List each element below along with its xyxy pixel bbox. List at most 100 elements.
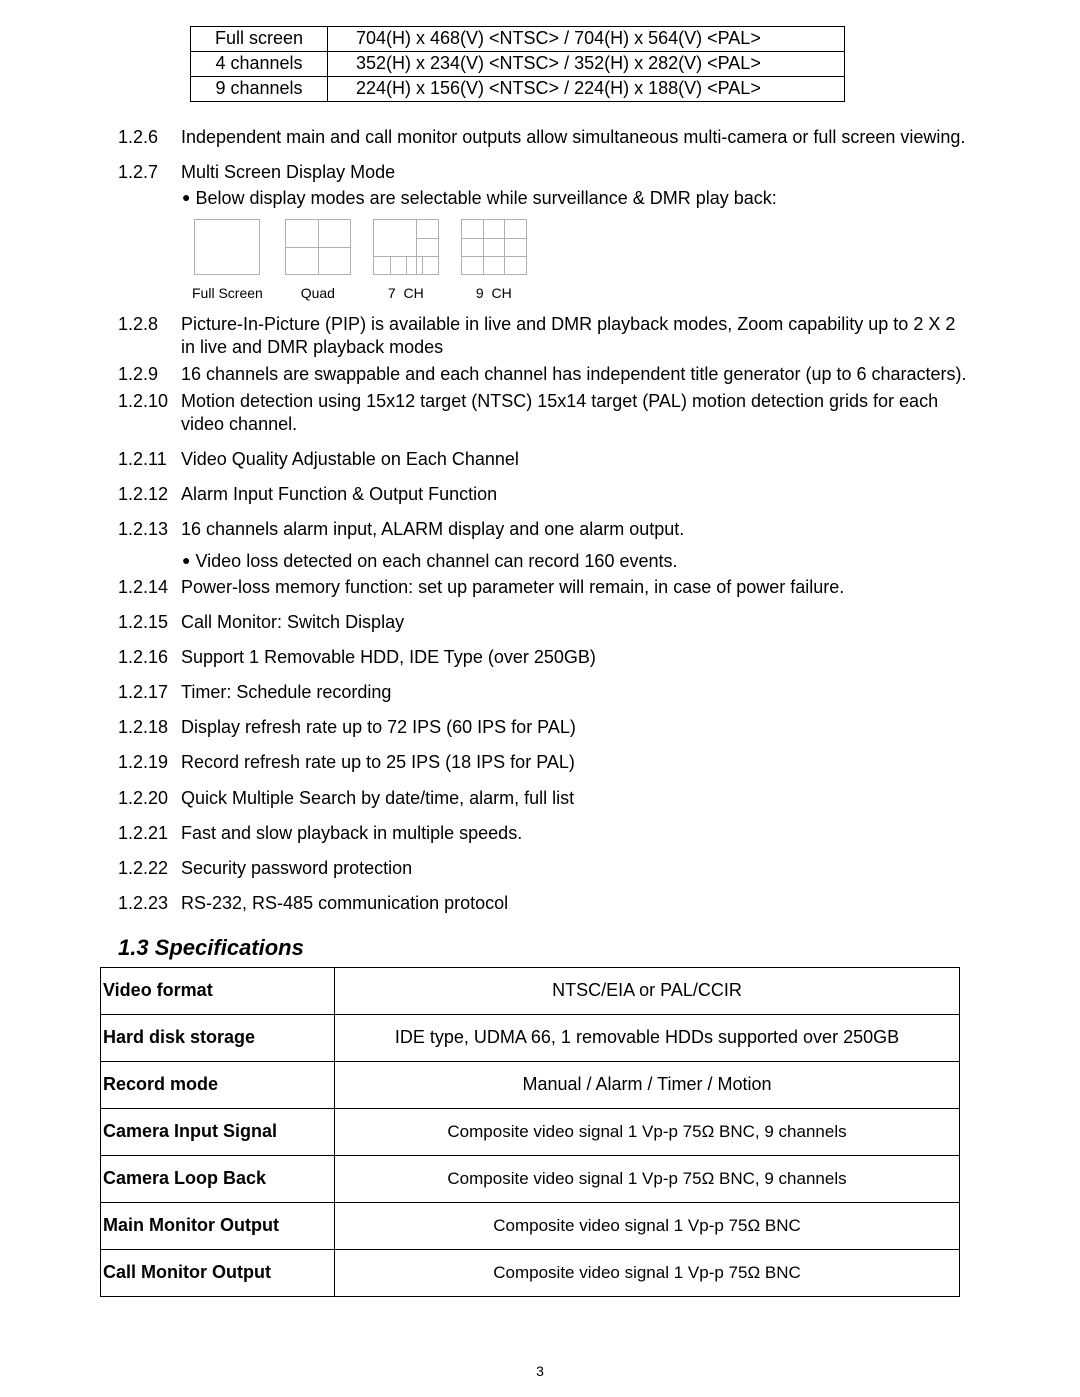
feature-number: 1.2.21 (118, 822, 176, 845)
feature-1-2-22: 1.2.22 Security password protection (118, 857, 980, 880)
feature-1-2-10: 1.2.10 Motion detection using 15x12 targ… (118, 390, 980, 436)
mode-full-screen: Full Screen (192, 219, 263, 301)
feature-text: 16 channels alarm input, ALARM display a… (181, 518, 971, 541)
feature-number: 1.2.6 (118, 126, 176, 149)
mode-label: 7 CH (388, 285, 424, 301)
feature-1-2-13: 1.2.13 16 channels alarm input, ALARM di… (118, 518, 980, 541)
table-row: Call Monitor Output Composite video sign… (101, 1249, 960, 1296)
feature-1-2-20: 1.2.20 Quick Multiple Search by date/tim… (118, 787, 980, 810)
feature-text: Power-loss memory function: set up param… (181, 576, 971, 599)
cell-mode: 9 channels (191, 77, 328, 102)
table-row: 9 channels 224(H) x 156(V) <NTSC> / 224(… (191, 77, 845, 102)
table-row: Video format NTSC/EIA or PAL/CCIR (101, 967, 960, 1014)
resolution-table: Full screen 704(H) x 468(V) <NTSC> / 704… (190, 26, 845, 102)
feature-text: Multi Screen Display Mode (181, 161, 971, 184)
table-row: Main Monitor Output Composite video sign… (101, 1202, 960, 1249)
mode-box-7ch (373, 219, 439, 275)
feature-text: RS-232, RS-485 communication protocol (181, 892, 971, 915)
feature-text: Motion detection using 15x12 target (NTS… (181, 390, 971, 436)
mode-7ch: 7 CH (373, 219, 439, 301)
spec-value: IDE type, UDMA 66, 1 removable HDDs supp… (335, 1014, 960, 1061)
feature-1-2-16: 1.2.16 Support 1 Removable HDD, IDE Type… (118, 646, 980, 669)
feature-1-2-19: 1.2.19 Record refresh rate up to 25 IPS … (118, 751, 980, 774)
feature-text: Support 1 Removable HDD, IDE Type (over … (181, 646, 971, 669)
feature-number: 1.2.19 (118, 751, 176, 774)
feature-text: Security password protection (181, 857, 971, 880)
feature-1-2-17: 1.2.17 Timer: Schedule recording (118, 681, 980, 704)
bullet-text: Video loss detected on each channel can … (195, 551, 677, 571)
spec-key: Main Monitor Output (101, 1202, 335, 1249)
table-row: 4 channels 352(H) x 234(V) <NTSC> / 352(… (191, 52, 845, 77)
spec-value: Composite video signal 1 Vp-p 75Ω BNC (335, 1249, 960, 1296)
feature-number: 1.2.22 (118, 857, 176, 880)
feature-number: 1.2.23 (118, 892, 176, 915)
spec-value: Composite video signal 1 Vp-p 75Ω BNC (335, 1202, 960, 1249)
spec-value: Manual / Alarm / Timer / Motion (335, 1061, 960, 1108)
feature-number: 1.2.7 (118, 161, 176, 184)
mode-label: Full Screen (192, 285, 263, 301)
feature-number: 1.2.8 (118, 313, 176, 336)
spec-value: Composite video signal 1 Vp-p 75Ω BNC, 9… (335, 1108, 960, 1155)
feature-1-2-8: 1.2.8 Picture-In-Picture (PIP) is availa… (118, 313, 980, 359)
spec-key: Camera Loop Back (101, 1155, 335, 1202)
feature-text: Call Monitor: Switch Display (181, 611, 971, 634)
feature-bullet: ● Below display modes are selectable whi… (182, 188, 980, 209)
feature-1-2-11: 1.2.11 Video Quality Adjustable on Each … (118, 448, 980, 471)
cell-mode: Full screen (191, 27, 328, 52)
mode-9ch: 9 CH (461, 219, 527, 301)
feature-text: Picture-In-Picture (PIP) is available in… (181, 313, 971, 359)
feature-text: Display refresh rate up to 72 IPS (60 IP… (181, 716, 971, 739)
feature-1-2-23: 1.2.23 RS-232, RS-485 communication prot… (118, 892, 980, 915)
feature-number: 1.2.12 (118, 483, 176, 506)
cell-value: 704(H) x 468(V) <NTSC> / 704(H) x 564(V)… (328, 27, 845, 52)
feature-1-2-12: 1.2.12 Alarm Input Function & Output Fun… (118, 483, 980, 506)
feature-1-2-14: 1.2.14 Power-loss memory function: set u… (118, 576, 980, 599)
feature-number: 1.2.14 (118, 576, 176, 599)
feature-number: 1.2.18 (118, 716, 176, 739)
table-row: Record mode Manual / Alarm / Timer / Mot… (101, 1061, 960, 1108)
page-number: 3 (0, 1363, 1080, 1379)
feature-text: Record refresh rate up to 25 IPS (18 IPS… (181, 751, 971, 774)
specifications-table: Video format NTSC/EIA or PAL/CCIR Hard d… (100, 967, 960, 1297)
spec-key: Call Monitor Output (101, 1249, 335, 1296)
mode-label: Quad (301, 285, 335, 301)
feature-text: Fast and slow playback in multiple speed… (181, 822, 971, 845)
spec-key: Hard disk storage (101, 1014, 335, 1061)
feature-1-2-18: 1.2.18 Display refresh rate up to 72 IPS… (118, 716, 980, 739)
cell-value: 224(H) x 156(V) <NTSC> / 224(H) x 188(V)… (328, 77, 845, 102)
feature-text: Video Quality Adjustable on Each Channel (181, 448, 971, 471)
spec-key: Camera Input Signal (101, 1108, 335, 1155)
mode-label: 9 CH (476, 285, 512, 301)
feature-text: 16 channels are swappable and each chann… (181, 363, 971, 386)
section-heading-specifications: 1.3 Specifications (118, 935, 980, 961)
mode-box-quad (285, 219, 351, 275)
feature-1-2-7: 1.2.7 Multi Screen Display Mode (118, 161, 980, 184)
table-row: Hard disk storage IDE type, UDMA 66, 1 r… (101, 1014, 960, 1061)
feature-number: 1.2.11 (118, 448, 176, 471)
feature-text: Quick Multiple Search by date/time, alar… (181, 787, 971, 810)
table-row: Full screen 704(H) x 468(V) <NTSC> / 704… (191, 27, 845, 52)
cell-mode: 4 channels (191, 52, 328, 77)
spec-key: Record mode (101, 1061, 335, 1108)
feature-number: 1.2.17 (118, 681, 176, 704)
bullet-icon: ● (182, 552, 190, 568)
mode-box-full (194, 219, 260, 275)
feature-number: 1.2.20 (118, 787, 176, 810)
feature-number: 1.2.15 (118, 611, 176, 634)
feature-1-2-15: 1.2.15 Call Monitor: Switch Display (118, 611, 980, 634)
feature-bullet: ● Video loss detected on each channel ca… (182, 551, 980, 572)
document-page: Full screen 704(H) x 468(V) <NTSC> / 704… (0, 0, 1080, 1397)
feature-text: Timer: Schedule recording (181, 681, 971, 704)
spec-value: NTSC/EIA or PAL/CCIR (335, 967, 960, 1014)
display-modes-diagram: Full Screen Quad 7 CH 9 CH (192, 219, 980, 301)
mode-box-9ch (461, 219, 527, 275)
cell-value: 352(H) x 234(V) <NTSC> / 352(H) x 282(V)… (328, 52, 845, 77)
table-row: Camera Loop Back Composite video signal … (101, 1155, 960, 1202)
mode-quad: Quad (285, 219, 351, 301)
feature-1-2-21: 1.2.21 Fast and slow playback in multipl… (118, 822, 980, 845)
feature-text: Alarm Input Function & Output Function (181, 483, 971, 506)
feature-number: 1.2.10 (118, 390, 176, 413)
bullet-icon: ● (182, 189, 190, 205)
spec-value: Composite video signal 1 Vp-p 75Ω BNC, 9… (335, 1155, 960, 1202)
feature-number: 1.2.16 (118, 646, 176, 669)
